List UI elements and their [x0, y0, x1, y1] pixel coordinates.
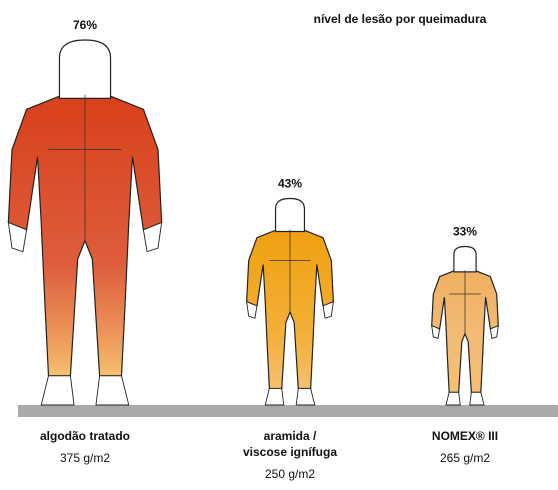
category-label: aramida / [264, 429, 317, 443]
value-label: 76% [73, 18, 97, 32]
weight-label: 250 g/m2 [265, 467, 315, 481]
figure [431, 245, 499, 406]
hand [489, 325, 499, 340]
boot [264, 388, 285, 406]
ground [18, 405, 558, 417]
category-label: viscose ignífuga [243, 445, 337, 459]
hand [246, 301, 258, 319]
figure [7, 39, 163, 406]
hand [322, 301, 334, 319]
boot [445, 391, 461, 406]
hand [431, 325, 441, 340]
figure [246, 197, 334, 406]
boot [95, 375, 130, 406]
boot [469, 391, 485, 406]
boot [295, 388, 316, 406]
hood [274, 197, 306, 233]
weight-label: 375 g/m2 [60, 451, 110, 465]
category-label: NOMEX® III [432, 429, 498, 443]
boot [40, 375, 75, 406]
hood [58, 39, 112, 100]
value-label: 33% [453, 225, 477, 239]
hood [453, 245, 477, 273]
category-label: algodão tratado [40, 429, 130, 443]
chart-title: nível de lesão por queimadura [314, 12, 487, 26]
hand [142, 221, 163, 253]
weight-label: 265 g/m2 [440, 451, 490, 465]
value-label: 43% [278, 177, 302, 191]
hand [7, 221, 28, 253]
